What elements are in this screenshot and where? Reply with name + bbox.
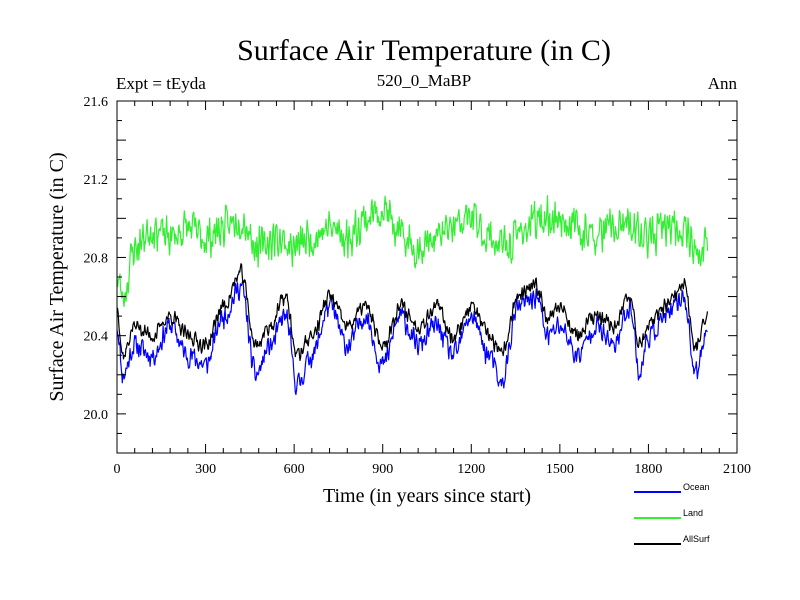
legend: Ocean Land AllSurf xyxy=(634,482,710,545)
series-line-land xyxy=(116,195,709,307)
period-label: 520_0_MaBP xyxy=(377,71,471,90)
x-tick-label: 2100 xyxy=(723,462,751,477)
y-tick-label: 21.6 xyxy=(84,95,109,110)
y-tick-label: 20.8 xyxy=(84,251,109,266)
plot-frame xyxy=(116,100,738,454)
legend-label-ocean: Ocean xyxy=(683,482,710,492)
series-line-ocean xyxy=(116,279,708,396)
y-tick-label: 20.0 xyxy=(84,408,109,423)
legend-label-land: Land xyxy=(683,508,703,518)
x-tick-label: 1200 xyxy=(457,462,485,477)
x-tick-label: 300 xyxy=(195,462,216,477)
y-axis-label: Surface Air Temperature (in C) xyxy=(46,152,68,401)
x-axis-label: Time (in years since start) xyxy=(323,485,531,507)
y-tick-label: 20.4 xyxy=(84,330,109,345)
y-axis: 20.0 20.4 20.8 21.2 21.6 xyxy=(84,95,737,454)
x-tick-label: 900 xyxy=(372,462,393,477)
legend-label-allsurf: AllSurf xyxy=(683,534,710,544)
series-line-allsurf xyxy=(116,263,709,362)
x-axis: 0 300 600 900 1200 1500 1800 2100 xyxy=(114,101,751,477)
x-tick-label: 600 xyxy=(284,462,305,477)
season-label: Ann xyxy=(708,74,738,93)
x-tick-label: 0 xyxy=(114,462,121,477)
y-tick-label: 21.2 xyxy=(84,173,109,188)
series-layer xyxy=(116,195,709,396)
x-tick-label: 1500 xyxy=(546,462,574,477)
chart-title: Surface Air Temperature (in C) xyxy=(237,34,611,67)
x-tick-label: 1800 xyxy=(634,462,662,477)
experiment-label: Expt = tEyda xyxy=(116,74,206,93)
